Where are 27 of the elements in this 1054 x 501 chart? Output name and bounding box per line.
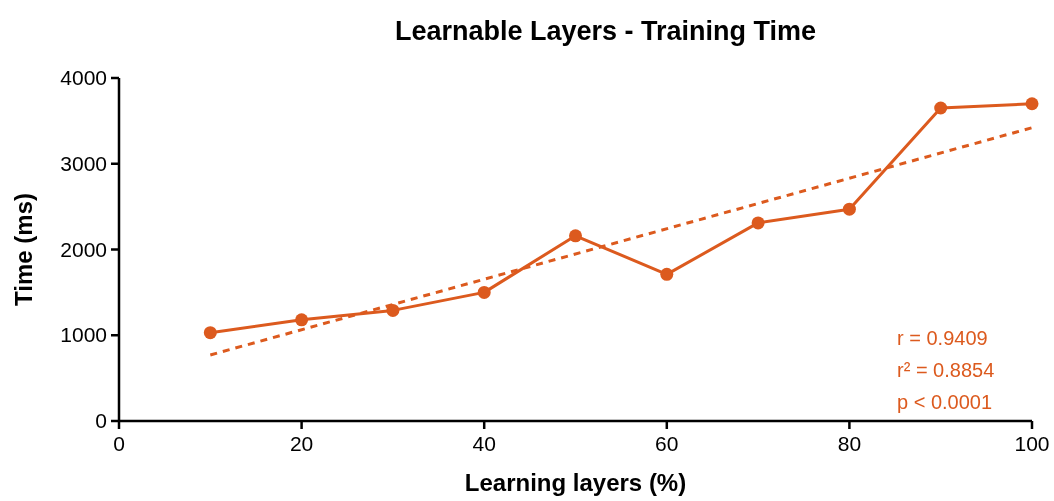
point xyxy=(751,216,765,230)
x-tick-label: 20 xyxy=(289,432,314,455)
point xyxy=(934,101,948,115)
y-axis-title: Time (ms) xyxy=(10,193,37,306)
x-axis-title: Learning layers (%) xyxy=(464,469,687,496)
point xyxy=(842,202,856,216)
point xyxy=(477,285,491,299)
x-tick-label: 60 xyxy=(655,432,679,455)
point xyxy=(1025,97,1039,111)
point xyxy=(295,313,309,327)
annotation: p < 0.0001 xyxy=(897,391,993,413)
point xyxy=(386,303,400,317)
point xyxy=(569,229,582,243)
y-tick-label: 0 xyxy=(95,409,107,432)
y-tick-label: 1000 xyxy=(60,323,107,347)
point xyxy=(660,267,674,281)
chart-title: Learnable Layers - Training Time xyxy=(394,16,817,46)
x-tick-label: 0 xyxy=(113,432,125,455)
annotation: r² = 0.8854 xyxy=(897,359,995,381)
point xyxy=(203,326,217,340)
y-tick-label: 2000 xyxy=(60,237,107,261)
y-tick-label: 4000 xyxy=(60,66,107,89)
y-tick-label: 3000 xyxy=(60,151,107,175)
x-tick-label: 40 xyxy=(472,432,496,455)
x-tick-label: 80 xyxy=(837,432,862,455)
annotation: r = 0.9409 xyxy=(897,327,988,349)
x-tick-label: 100 xyxy=(1014,432,1050,455)
